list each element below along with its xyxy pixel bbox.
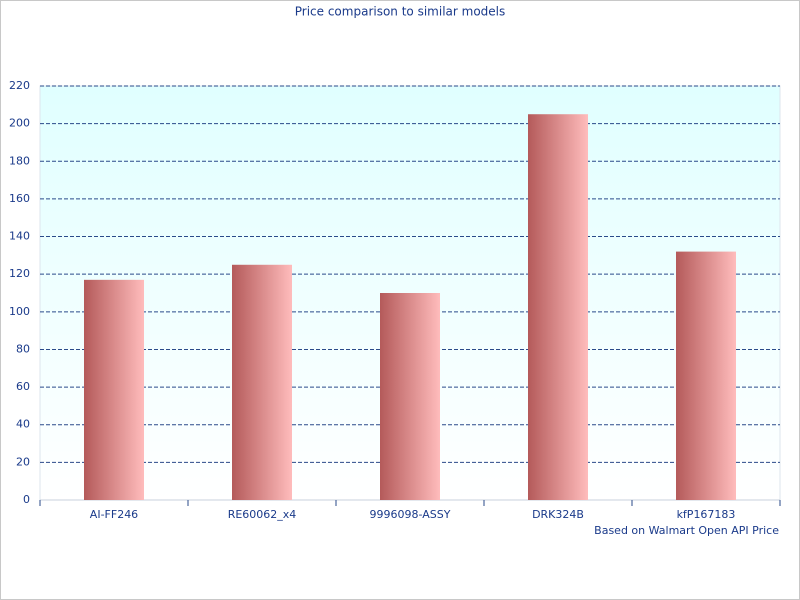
- y-tick-label: 140: [9, 230, 30, 243]
- x-tick-label: AI-FF246: [90, 508, 138, 521]
- bar: [232, 264, 292, 500]
- y-tick-label: 100: [9, 305, 30, 318]
- annotation: Based on Walmart Open API Price: [594, 524, 779, 537]
- y-tick-label: 40: [16, 418, 30, 431]
- y-tick-label: 200: [9, 117, 30, 130]
- x-tick-label: kfP167183: [677, 508, 736, 521]
- x-tick-label: 9996098-ASSY: [370, 508, 451, 521]
- x-tick-label: DRK324B: [532, 508, 584, 521]
- y-tick-label: 120: [9, 267, 30, 280]
- y-tick-label: 160: [9, 192, 30, 205]
- y-tick-label: 180: [9, 154, 30, 167]
- y-tick-label: 60: [16, 380, 30, 393]
- bar: [380, 293, 440, 500]
- chart-title: Price comparison to similar models: [295, 5, 506, 19]
- y-tick-label: 220: [9, 79, 30, 92]
- y-tick-label: 20: [16, 455, 30, 468]
- bar: [528, 114, 588, 501]
- bar: [84, 279, 144, 500]
- bar: [676, 251, 736, 500]
- x-tick-label: RE60062_x4: [228, 508, 297, 521]
- y-tick-label: 80: [16, 342, 30, 355]
- y-tick-label: 0: [23, 493, 30, 506]
